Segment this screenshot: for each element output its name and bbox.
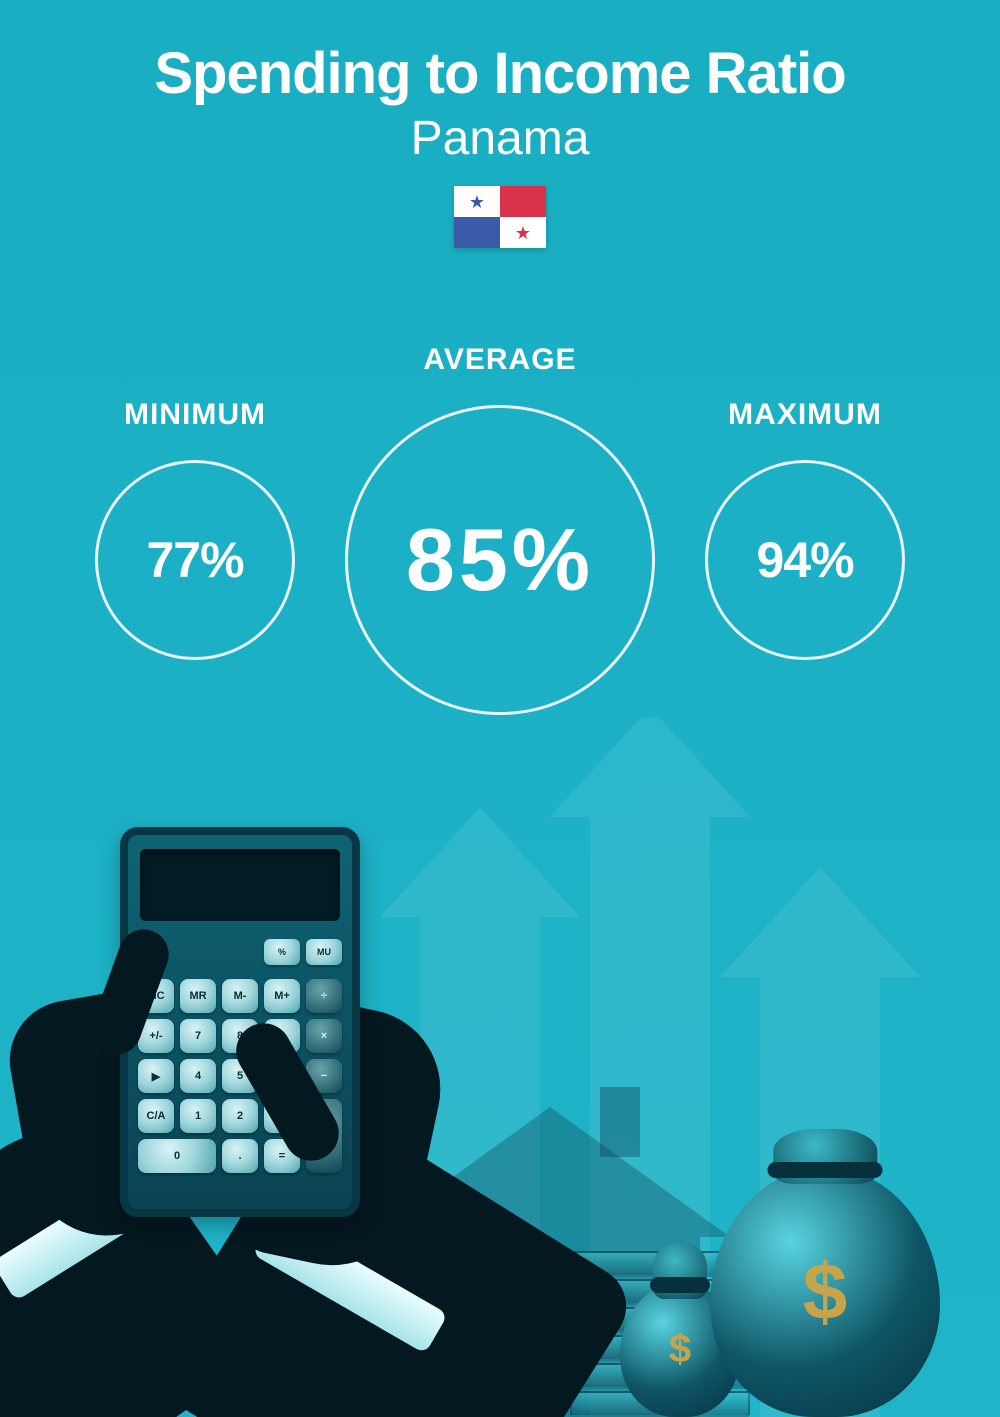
panama-flag-icon: ★ ★ (454, 186, 546, 248)
calc-key: × (306, 1019, 342, 1053)
stat-circle: 85% (345, 405, 655, 715)
stat-label: MINIMUM (95, 398, 295, 432)
stat-value: 94% (756, 531, 853, 589)
calc-key: % (264, 939, 300, 965)
calc-key: . (222, 1139, 258, 1173)
page-subtitle: Panama (0, 111, 1000, 166)
calculator-icon: % MU MC MR M- M+ ÷ +/- 7 8 9 × ▶ 4 5 6 −… (120, 827, 360, 1217)
stat-label: AVERAGE (345, 343, 655, 377)
money-bag-icon: $ (710, 1167, 940, 1417)
calc-key: 1 (180, 1099, 216, 1133)
page-title: Spending to Income Ratio (0, 40, 1000, 107)
calc-key: 0 (138, 1139, 216, 1173)
stat-label: MAXIMUM (705, 398, 905, 432)
stat-minimum: MINIMUM 77% (95, 398, 295, 660)
calc-key: ▶ (138, 1059, 174, 1093)
calc-key: MR (180, 979, 216, 1013)
calc-key: MU (306, 939, 342, 965)
stat-circle: 94% (705, 460, 905, 660)
stat-average: AVERAGE 85% (345, 343, 655, 715)
stat-circle: 77% (95, 460, 295, 660)
stats-row: MINIMUM 77% AVERAGE 85% MAXIMUM 94% (0, 343, 1000, 715)
calc-key: C/A (138, 1099, 174, 1133)
illustration: $ $ % MU MC MR M- M+ ÷ +/- 7 8 9 (0, 717, 1000, 1417)
stat-maximum: MAXIMUM 94% (705, 398, 905, 660)
arrow-up-icon (720, 867, 920, 977)
calc-key: 2 (222, 1099, 258, 1133)
dollar-sign: $ (803, 1246, 848, 1338)
dollar-sign: $ (669, 1327, 691, 1372)
calculator-screen (140, 849, 340, 921)
calc-key: 4 (180, 1059, 216, 1093)
arrow-up-icon (550, 717, 750, 817)
calc-key: M- (222, 979, 258, 1013)
header: Spending to Income Ratio Panama ★ ★ (0, 0, 1000, 253)
hands-calculator-icon: % MU MC MR M- M+ ÷ +/- 7 8 9 × ▶ 4 5 6 −… (0, 777, 430, 1417)
calc-key: ÷ (306, 979, 342, 1013)
calc-key: 7 (180, 1019, 216, 1053)
calc-key: M+ (264, 979, 300, 1013)
stat-value: 77% (146, 531, 243, 589)
stat-value: 85% (406, 509, 594, 611)
